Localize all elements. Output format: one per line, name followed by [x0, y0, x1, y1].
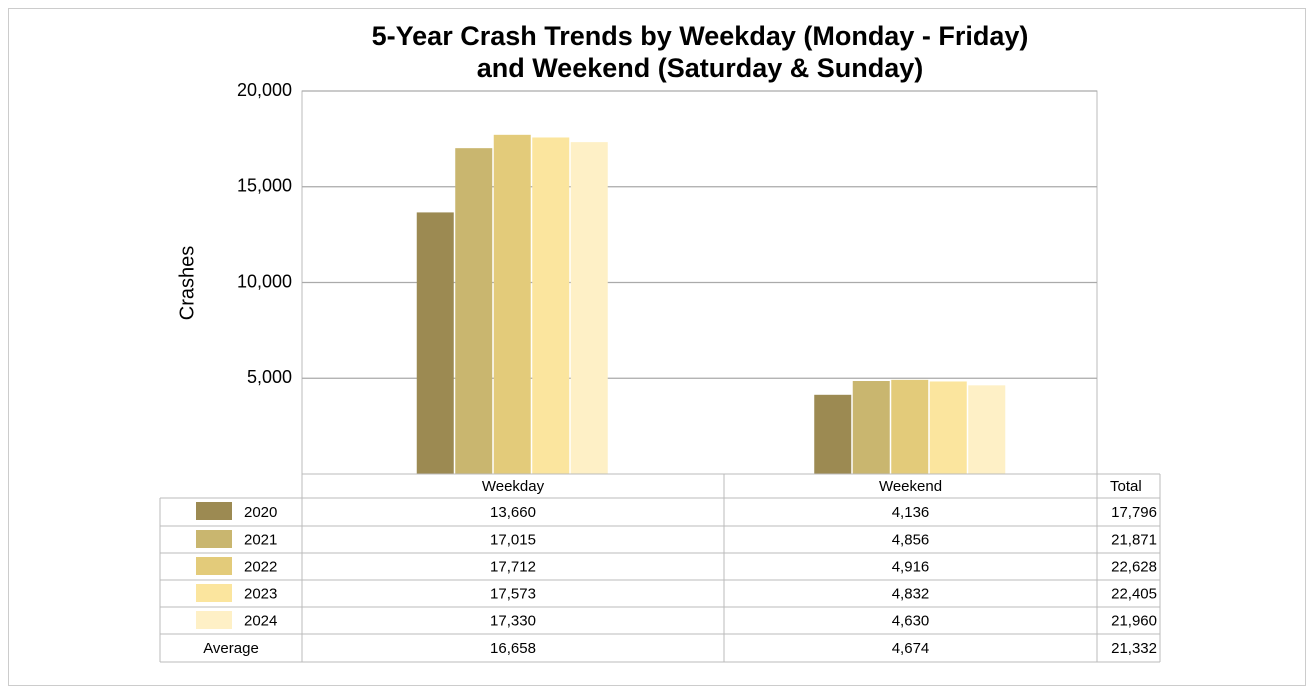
- table-total: 17,796: [1111, 504, 1157, 521]
- y-axis-label: Crashes: [176, 246, 198, 320]
- bar: [929, 381, 967, 474]
- frame: [8, 8, 1306, 686]
- y-tick-label: 15,000: [237, 176, 292, 196]
- table-total: 22,628: [1111, 558, 1157, 575]
- table-cell: 4,856: [892, 531, 930, 548]
- bar: [852, 381, 890, 474]
- table-cell: 4,136: [892, 504, 930, 521]
- table-cell: 13,660: [490, 504, 536, 521]
- bar: [814, 394, 852, 474]
- legend-swatch: [196, 584, 232, 602]
- table-cell: 4,832: [892, 585, 930, 602]
- table-row-label: Average: [203, 640, 259, 657]
- bar: [891, 379, 929, 474]
- table-cell: 4,630: [892, 612, 930, 629]
- legend-swatch: [196, 557, 232, 575]
- table-cell: 17,330: [490, 612, 536, 629]
- chart-title: and Weekend (Saturday & Sunday): [477, 53, 924, 83]
- bar: [455, 148, 493, 474]
- table-cell: 4,916: [892, 558, 930, 575]
- table-total: 21,332: [1111, 640, 1157, 657]
- table-cell: 16,658: [490, 640, 536, 657]
- table-cell: 4,674: [892, 640, 930, 657]
- chart-title: 5-Year Crash Trends by Weekday (Monday -…: [372, 21, 1029, 51]
- x-tick-label: Weekend: [879, 478, 942, 495]
- legend-label: 2021: [244, 531, 277, 548]
- bar: [570, 142, 608, 474]
- y-tick-label: 5,000: [247, 367, 292, 387]
- table-cell: 17,573: [490, 585, 536, 602]
- legend-label: 2024: [244, 612, 277, 629]
- table-cell: 17,015: [490, 531, 536, 548]
- table-cell: 17,712: [490, 558, 536, 575]
- bar: [493, 134, 531, 475]
- table-total: 21,960: [1111, 612, 1157, 629]
- table-total: 22,405: [1111, 585, 1157, 602]
- y-tick-label: 20,000: [237, 80, 292, 100]
- bar: [968, 385, 1006, 474]
- table-total: 21,871: [1111, 531, 1157, 548]
- legend-swatch: [196, 611, 232, 629]
- legend-label: 2023: [244, 585, 277, 602]
- legend-label: 2020: [244, 504, 277, 521]
- bar: [532, 137, 570, 474]
- legend-label: 2022: [244, 558, 277, 575]
- legend-swatch: [196, 502, 232, 520]
- bar: [416, 212, 454, 474]
- y-tick-label: 10,000: [237, 271, 292, 291]
- x-tick-label: Weekday: [482, 478, 545, 495]
- legend-swatch: [196, 530, 232, 548]
- table-header: Total: [1110, 478, 1142, 495]
